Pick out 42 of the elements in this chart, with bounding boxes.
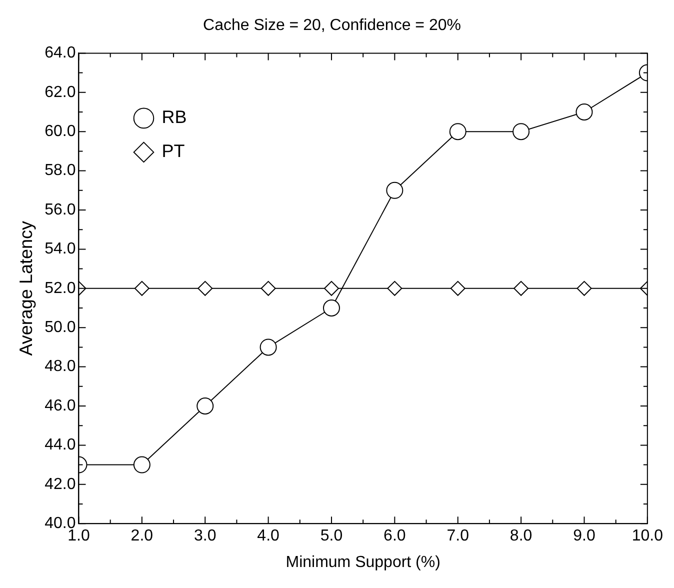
- x-tick-label: 7.0: [446, 528, 470, 545]
- x-tick-label: 4.0: [257, 528, 280, 545]
- y-axis-title: Average Latency: [16, 221, 36, 356]
- y-tick-label: 58.0: [44, 162, 76, 180]
- y-tick-label: 54.0: [44, 240, 76, 258]
- x-tick-label: 2.0: [130, 528, 154, 545]
- point: [576, 104, 593, 120]
- y-tick-label: 60.0: [44, 123, 76, 140]
- y-tick-label: 50.0: [44, 319, 76, 336]
- point: [512, 123, 530, 140]
- point: [386, 182, 404, 199]
- x-tick-label: 3.0: [194, 528, 216, 545]
- point: [322, 300, 340, 316]
- x-tick-label: 6.0: [384, 528, 406, 545]
- point: [196, 398, 214, 414]
- point: [260, 338, 277, 356]
- y-tick-label: 48.0: [44, 358, 76, 376]
- point: [324, 280, 339, 296]
- x-tick-label: 5.0: [320, 528, 343, 545]
- legend-label: RB: [162, 107, 187, 128]
- point: [134, 280, 150, 296]
- y-tick-label: 64.0: [44, 44, 76, 62]
- point: [133, 456, 150, 474]
- y-tick-label: 44.0: [44, 436, 76, 454]
- x-tick-label: 10.0: [632, 528, 664, 545]
- point: [514, 280, 529, 296]
- y-tick-label: 42.0: [44, 476, 76, 493]
- y-tick-label: 46.0: [44, 397, 76, 414]
- y-tick-label: 56.0: [44, 201, 76, 218]
- point: [387, 280, 402, 296]
- chart-title: Cache Size = 20, Confidence = 20%: [203, 17, 461, 34]
- point: [576, 280, 592, 296]
- legend-label: PT: [162, 141, 185, 162]
- point: [260, 280, 276, 296]
- x-tick-label: 8.0: [510, 528, 532, 545]
- y-tick-label: 52.0: [44, 280, 76, 297]
- y-tick-label: 62.0: [44, 84, 76, 101]
- x-tick-label: 9.0: [573, 528, 596, 545]
- point: [450, 280, 466, 296]
- point: [449, 123, 466, 140]
- x-axis-title: Minimum Support (%): [286, 554, 440, 571]
- point: [198, 280, 213, 296]
